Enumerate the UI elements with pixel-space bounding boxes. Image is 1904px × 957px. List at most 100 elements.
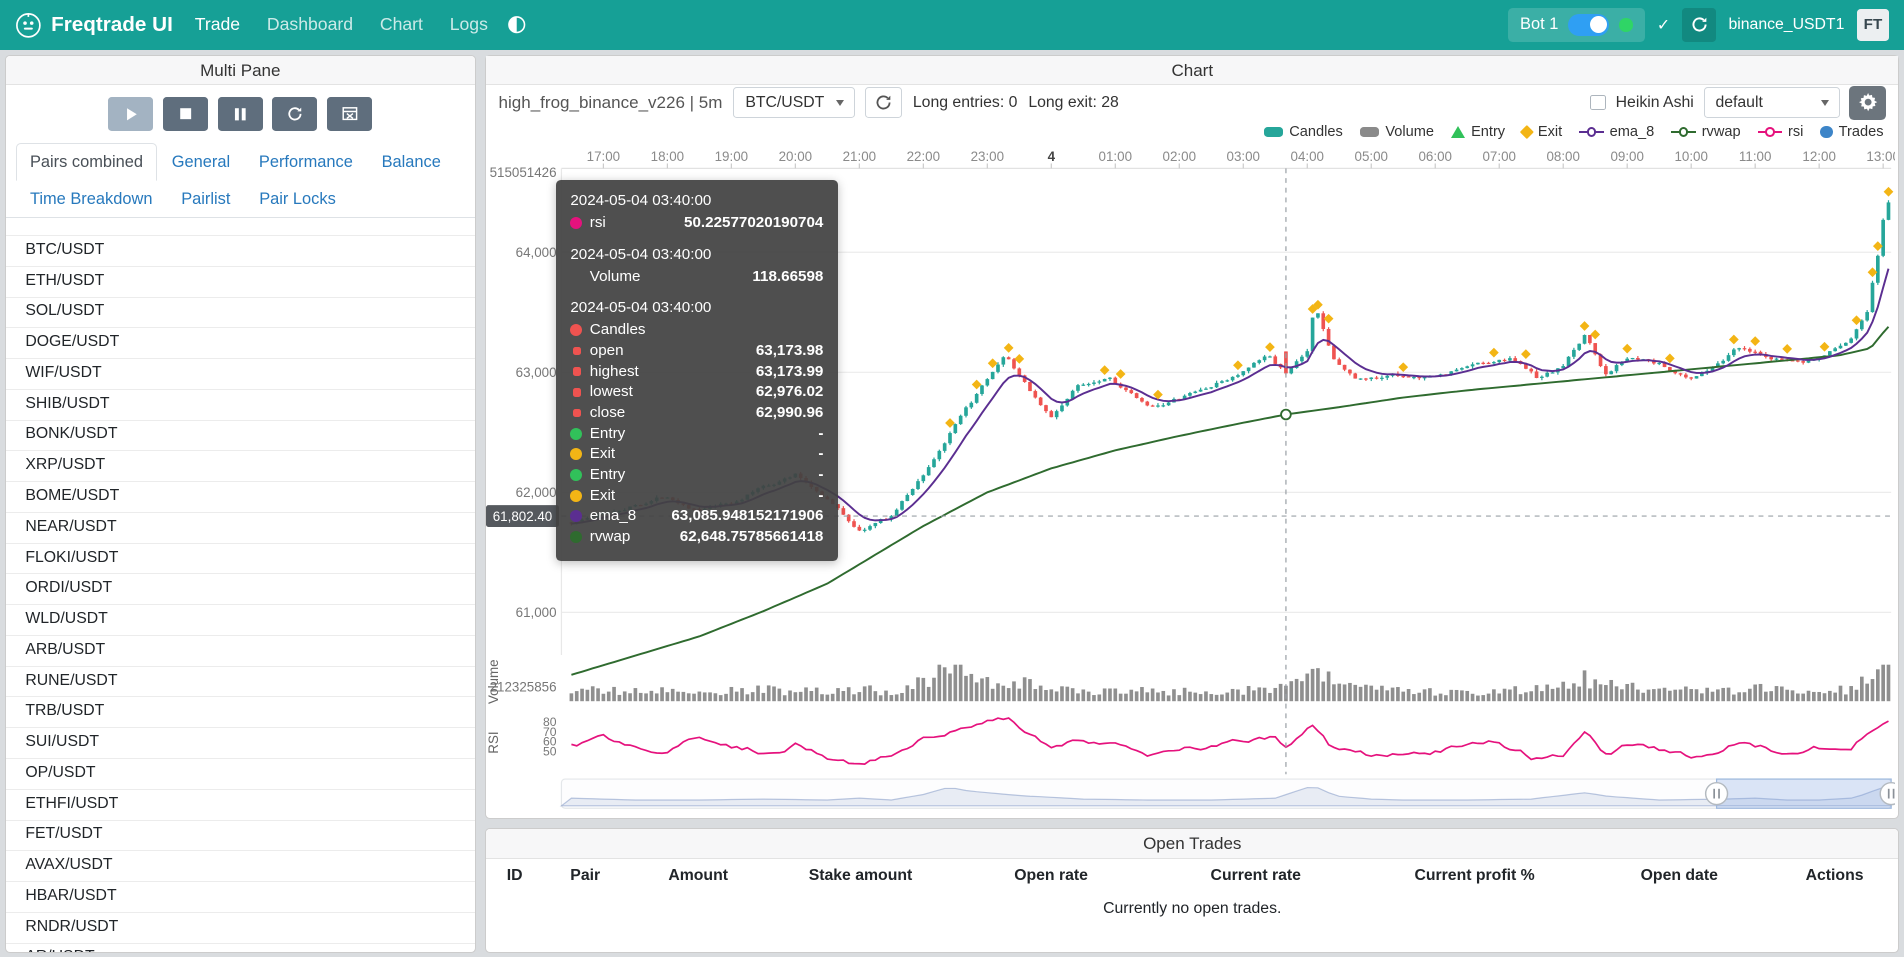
svg-text:07:00: 07:00	[1483, 149, 1516, 164]
bot-online-dot	[1619, 18, 1633, 32]
series-marker-icon	[570, 427, 583, 440]
pair-list-item-op-usdt[interactable]: OP/USDT	[5, 759, 475, 790]
svg-text:06:00: 06:00	[1419, 149, 1452, 164]
pair-list-item-near-usdt[interactable]: NEAR/USDT	[5, 513, 475, 544]
pair-list-item-bonk-usdt[interactable]: BONK/USDT	[5, 421, 475, 452]
pair-list-item-eth-usdt[interactable]: ETH/USDT	[5, 267, 475, 298]
bot-selector[interactable]: Bot 1	[1507, 7, 1645, 42]
legend-label: ema_8	[1609, 123, 1655, 140]
svg-text:11:00: 11:00	[1739, 149, 1771, 164]
series-marker-icon	[570, 510, 583, 523]
pair-list-item-rndr-usdt[interactable]: RNDR/USDT	[5, 913, 475, 944]
pair-list-item-bome-usdt[interactable]: BOME/USDT	[5, 482, 475, 513]
refresh-chart-button[interactable]	[865, 86, 902, 119]
pair-list-item-arb-usdt[interactable]: ARB/USDT	[5, 636, 475, 667]
pair-list-item-hbar-usdt[interactable]: HBAR/USDT	[5, 882, 475, 913]
pair-list-item-rune-usdt[interactable]: RUNE/USDT	[5, 667, 475, 698]
tooltip-label: highest	[589, 362, 639, 380]
tab-performance[interactable]: Performance	[258, 152, 353, 171]
tooltip-row-ema-8: ema_8 63,085.948152171906	[570, 507, 823, 525]
pair-list-item-sui-usdt[interactable]: SUI/USDT	[5, 728, 475, 760]
nav-item-chart[interactable]: Chart	[379, 14, 423, 35]
candlestick-chart[interactable]: 17:00 18:00 19:00 20:00 21:00 22:00 23:00 4 01:0…	[486, 144, 1896, 818]
pair-list-item-btc-usdt[interactable]: BTC/USDT	[5, 236, 475, 267]
legend-item-exit[interactable]: Exit	[1520, 123, 1563, 140]
plot-config-select[interactable]: default	[1703, 86, 1840, 119]
column-header-current-rate: Current rate	[1210, 867, 1301, 885]
ema-8-line-marker-icon	[1579, 126, 1604, 138]
heikin-ashi-checkbox[interactable]	[1590, 94, 1606, 111]
pair-list-item-ar-usdt[interactable]: AR/USDT	[6, 944, 475, 951]
avatar[interactable]: FT	[1856, 8, 1890, 42]
brand[interactable]: Freqtrade UI	[15, 12, 173, 39]
reload-button[interactable]	[272, 97, 318, 132]
pair-select[interactable]: BTC/USDT	[733, 86, 855, 119]
pair-list-item-wld-usdt[interactable]: WLD/USDT	[5, 605, 475, 636]
multi-pane-panel: Multi Pane Pairs combined General Performa…	[4, 54, 476, 953]
tab-time-breakdown[interactable]: Time Breakdown	[29, 189, 153, 208]
reload-bot-button[interactable]	[1682, 7, 1717, 42]
pair-list-item-fet-usdt[interactable]: FET/USDT	[5, 821, 475, 852]
legend-item-candles[interactable]: Candles	[1263, 123, 1343, 140]
datazoom-handle-right[interactable]	[1879, 781, 1896, 806]
tooltip-row-exit: Exit -	[570, 487, 823, 505]
tooltip-label: lowest	[589, 383, 633, 401]
svg-text:64,000: 64,000	[516, 245, 557, 260]
svg-text:62,000: 62,000	[516, 485, 557, 500]
pair-list-item-xrp-usdt[interactable]: XRP/USDT	[5, 451, 475, 483]
tab-pairlist[interactable]: Pairlist	[181, 189, 231, 208]
tooltip-section: 2024-05-04 03:40:00 Volume 118.66598	[570, 246, 823, 286]
series-marker-icon	[570, 217, 583, 230]
svg-text:17:00: 17:00	[587, 149, 620, 164]
nav-item-trade[interactable]: Trade	[194, 14, 241, 35]
bot-name: binance_USDT1	[1728, 15, 1845, 33]
pair-list-item-sol-usdt[interactable]: SOL/USDT	[5, 298, 475, 329]
pair-list-item-wif-usdt[interactable]: WIF/USDT	[5, 359, 475, 390]
svg-text:4: 4	[1048, 149, 1056, 164]
legend-item-volume[interactable]: Volume	[1359, 124, 1434, 140]
tab-general[interactable]: General	[171, 152, 231, 171]
plot-settings-gear-button[interactable]	[1849, 85, 1886, 120]
trades-marker-icon	[1820, 125, 1833, 139]
play-button[interactable]	[108, 97, 154, 132]
datazoom-handle-left[interactable]	[1705, 781, 1729, 806]
nav-item-logs[interactable]: Logs	[449, 14, 488, 35]
nav-item-dashboard[interactable]: Dashboard	[266, 14, 354, 35]
tooltip-row-lowest: lowest 62,976.02	[570, 383, 823, 401]
tab-pair-locks[interactable]: Pair Locks	[259, 189, 336, 208]
rsi-line-marker-icon	[1757, 126, 1782, 138]
svg-text:03:00: 03:00	[1227, 149, 1260, 164]
tooltip-label: Entry	[589, 465, 626, 483]
legend-label: Candles	[1289, 123, 1343, 140]
theme-toggle-icon[interactable]	[507, 15, 526, 34]
chart-toolbar-right: Heikin Ashi default	[1590, 85, 1886, 120]
legend-label: Exit	[1537, 123, 1563, 140]
pair-list-item-ordi-usdt[interactable]: ORDI/USDT	[5, 574, 475, 606]
tooltip-value: 63,173.98	[755, 341, 824, 359]
svg-text:18:00: 18:00	[651, 149, 684, 164]
pair-list-item-floki-usdt[interactable]: FLOKI/USDT	[5, 544, 475, 575]
pair-list-item-avax-usdt[interactable]: AVAX/USDT	[5, 851, 475, 883]
bot-toggle[interactable]	[1568, 13, 1610, 36]
pause-button[interactable]	[217, 97, 263, 132]
legend-item-rsi[interactable]: rsi	[1757, 124, 1803, 140]
legend-item-ema-8[interactable]: ema_8	[1579, 124, 1654, 140]
pair-list-item-trb-usdt[interactable]: TRB/USDT	[5, 697, 475, 729]
tooltip-value: 62,976.02	[755, 383, 824, 401]
legend-item-entry[interactable]: Entry	[1450, 124, 1505, 140]
pair-list-item-shib-usdt[interactable]: SHIB/USDT	[5, 390, 475, 421]
right-column: Chart high_frog_binance_v226 | 5m BTC/US…	[485, 54, 1900, 953]
tooltip-value: 50.22577020190704	[684, 214, 824, 232]
tab-balance[interactable]: Balance	[381, 152, 441, 171]
pair-list: BTC/USDT ETH/USDT SOL/USDT DOGE/USDT WIF/USD…	[5, 235, 475, 952]
tooltip-value: -	[818, 486, 824, 504]
pair-list-item-doge-usdt[interactable]: DOGE/USDT	[5, 328, 475, 360]
legend-item-rvwap[interactable]: rvwap	[1671, 124, 1741, 140]
tab-pairs-combined[interactable]: Pairs combined	[15, 143, 158, 182]
svg-text:05:00: 05:00	[1355, 149, 1388, 164]
stop-button[interactable]	[163, 97, 209, 132]
cancel-open-orders-button[interactable]	[327, 97, 373, 132]
series-marker-icon	[572, 408, 582, 418]
legend-item-trades[interactable]: Trades	[1820, 124, 1884, 140]
pair-list-item-ethfi-usdt[interactable]: ETHFI/USDT	[5, 790, 475, 821]
